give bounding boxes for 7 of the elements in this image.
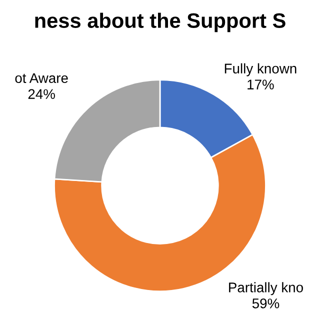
slice-label: ot Aware bbox=[15, 73, 68, 84]
data-label: 17% bbox=[248, 80, 274, 90]
slice-label: Partially kno bbox=[229, 282, 303, 296]
data-label: 59% bbox=[252, 298, 280, 308]
chart-title: ness about the Support S bbox=[35, 12, 286, 32]
slice-label: Fully known bbox=[224, 63, 296, 76]
data-label: 24% bbox=[28, 89, 55, 99]
